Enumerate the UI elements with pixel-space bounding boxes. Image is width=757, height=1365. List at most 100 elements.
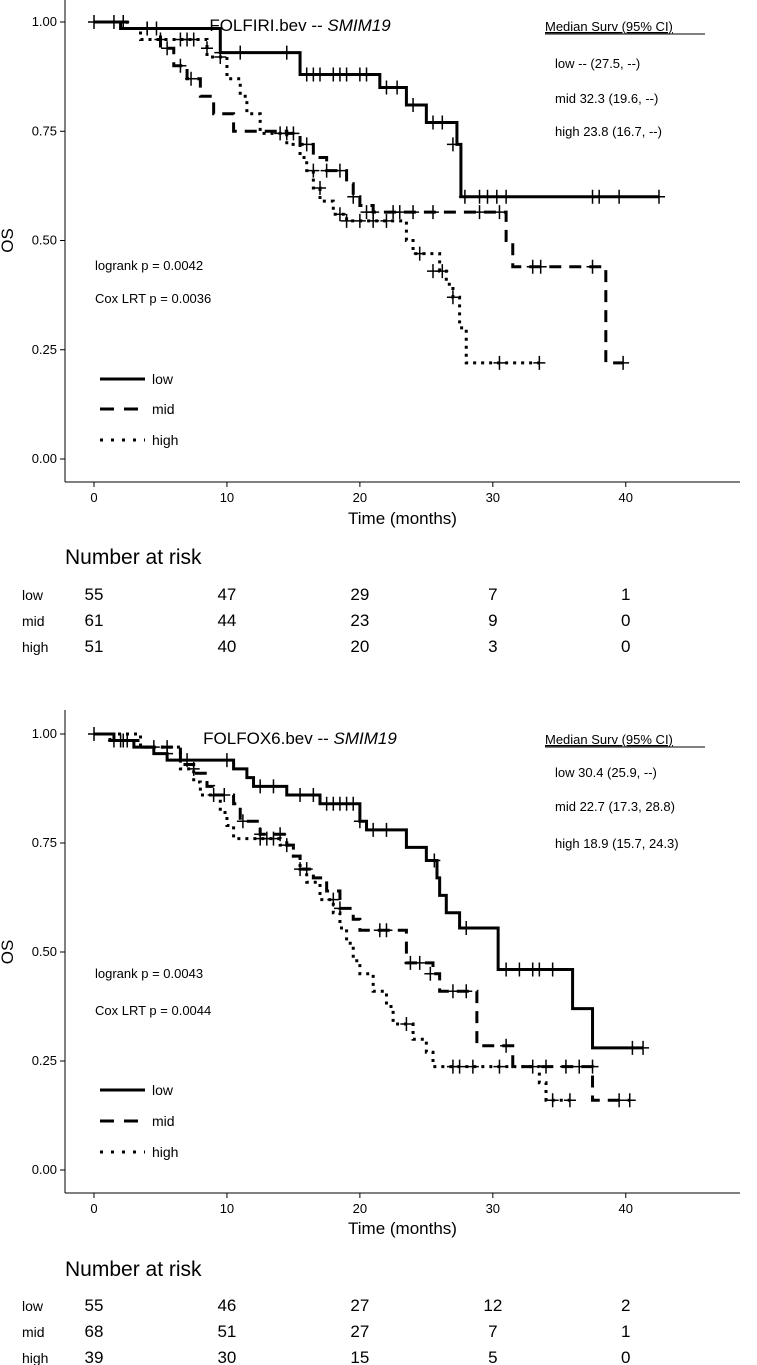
censor-mark-mid <box>320 163 333 178</box>
median-value: 18.9 <box>583 836 612 851</box>
censor-mark-mid <box>493 205 506 220</box>
censor-mark-mid <box>185 71 198 86</box>
censor-mark-high <box>413 246 426 261</box>
censor-mark-low <box>637 1040 650 1055</box>
survival-curve-mid <box>94 732 630 1102</box>
median-group: low <box>555 56 578 71</box>
censor-mark-low <box>307 788 320 803</box>
risk-cell: 61 <box>85 611 104 630</box>
median-ci: (16.7, --) <box>612 124 662 139</box>
y-tick-label: 0.75 <box>32 835 57 850</box>
risk-row-label: mid <box>22 613 45 629</box>
legend-label-low: low <box>152 1082 174 1098</box>
risk-cell: 0 <box>621 637 630 656</box>
risk-cell: 46 <box>217 1296 236 1315</box>
risk-cell: 23 <box>350 611 369 630</box>
censor-mark-high <box>367 213 380 228</box>
risk-cell: 55 <box>85 1296 104 1315</box>
censor-mark-mid <box>617 355 630 370</box>
censor-mark-low <box>294 788 307 803</box>
x-tick-label: 40 <box>619 1201 633 1216</box>
censor-mark-high <box>187 32 200 47</box>
censor-mark-low <box>500 189 513 204</box>
censor-mark-mid <box>623 1093 636 1108</box>
censor-mark-high <box>380 213 393 228</box>
censor-mark-high <box>117 15 130 29</box>
risk-row-label: low <box>22 1298 44 1314</box>
censor-mark-high <box>546 1093 559 1108</box>
x-tick-label: 0 <box>90 490 97 505</box>
y-axis-title: OS <box>0 228 17 253</box>
censor-mark-mid <box>141 21 154 36</box>
censor-mark-low <box>220 753 233 768</box>
censor-mark-low <box>347 796 360 811</box>
risk-cell: 5 <box>488 1348 497 1365</box>
median-group: high <box>555 124 583 139</box>
censor-mark-low <box>446 137 459 152</box>
y-tick-label: 0.25 <box>32 342 57 357</box>
title-regimen: FOLFOX6.bev <box>203 729 317 748</box>
median-value: 30.4 <box>578 765 607 780</box>
survival-curve-high <box>94 732 570 1102</box>
censor-mark-low <box>340 67 353 82</box>
risk-table-title: Number at risk <box>65 1258 202 1281</box>
censor-mark-low <box>436 115 449 130</box>
survival-curve-low <box>94 732 644 1050</box>
x-tick-label: 0 <box>90 1201 97 1216</box>
censor-mark-high <box>453 1059 466 1074</box>
censor-mark-low <box>280 45 293 60</box>
title-regimen: FOLFIRI.bev <box>209 16 311 35</box>
censor-mark-mid <box>407 205 420 220</box>
censor-mark-mid <box>424 966 437 981</box>
title-gene: SMIM19 <box>334 729 398 748</box>
censor-mark-mid <box>380 923 393 938</box>
median-group: mid <box>555 799 580 814</box>
censor-mark-low <box>380 822 393 837</box>
censor-mark-mid <box>300 137 313 152</box>
censor-mark-low <box>458 189 471 204</box>
risk-cell: 40 <box>217 637 236 656</box>
censor-mark-mid <box>540 1059 552 1074</box>
censor-mark-mid <box>287 126 300 141</box>
censor-mark-mid <box>613 1093 626 1108</box>
censor-mark-high <box>327 892 340 907</box>
title-separator: -- <box>317 729 333 748</box>
median-value: 22.7 <box>580 799 609 814</box>
censor-mark-mid <box>280 838 293 853</box>
x-tick-label: 20 <box>353 490 367 505</box>
y-tick-label: 1.00 <box>32 14 57 29</box>
risk-cell: 27 <box>350 1322 369 1341</box>
censor-mark-high <box>493 1059 506 1074</box>
censor-mark-high <box>214 49 227 64</box>
censor-mark-low <box>407 98 420 113</box>
risk-cell: 20 <box>350 637 369 656</box>
chart-title: FOLFOX6.bev -- SMIM19 <box>203 729 397 748</box>
censor-mark-mid <box>333 163 346 178</box>
censor-mark-high <box>314 181 326 196</box>
censor-mark-low <box>428 853 441 868</box>
median-header: Median Surv (95% CI) <box>545 732 673 747</box>
x-tick-label: 10 <box>220 1201 234 1216</box>
risk-cell: 1 <box>621 585 630 604</box>
survival-curve-high <box>94 20 540 365</box>
median-row-low: low 30.4 (25.9, --) <box>555 765 657 780</box>
censor-mark-high <box>154 32 167 47</box>
risk-cell: 0 <box>621 611 630 630</box>
y-tick-label: 0.75 <box>32 123 57 138</box>
censor-mark-mid <box>117 733 130 748</box>
censor-mark-low <box>267 779 280 794</box>
survival-curve-low <box>94 20 659 199</box>
censor-mark-mid <box>174 58 187 73</box>
median-ci: (19.6, --) <box>608 91 658 106</box>
censor-mark-low <box>360 67 373 82</box>
censor-mark-mid <box>413 955 426 970</box>
censor-mark-high <box>436 264 449 279</box>
censor-mark-low <box>533 962 546 977</box>
censor-mark-mid <box>473 205 486 220</box>
censor-mark-high <box>466 1059 479 1074</box>
censor-mark-mid <box>460 984 473 999</box>
censor-mark-mid <box>161 41 174 56</box>
risk-cell: 0 <box>621 1348 630 1365</box>
censor-mark-high <box>563 1093 576 1108</box>
chart-title: FOLFIRI.bev -- SMIM19 <box>209 16 391 35</box>
